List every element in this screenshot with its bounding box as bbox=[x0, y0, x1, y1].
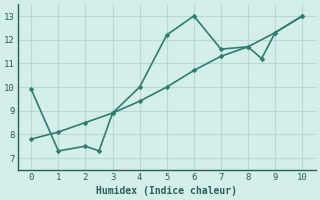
X-axis label: Humidex (Indice chaleur): Humidex (Indice chaleur) bbox=[96, 186, 237, 196]
